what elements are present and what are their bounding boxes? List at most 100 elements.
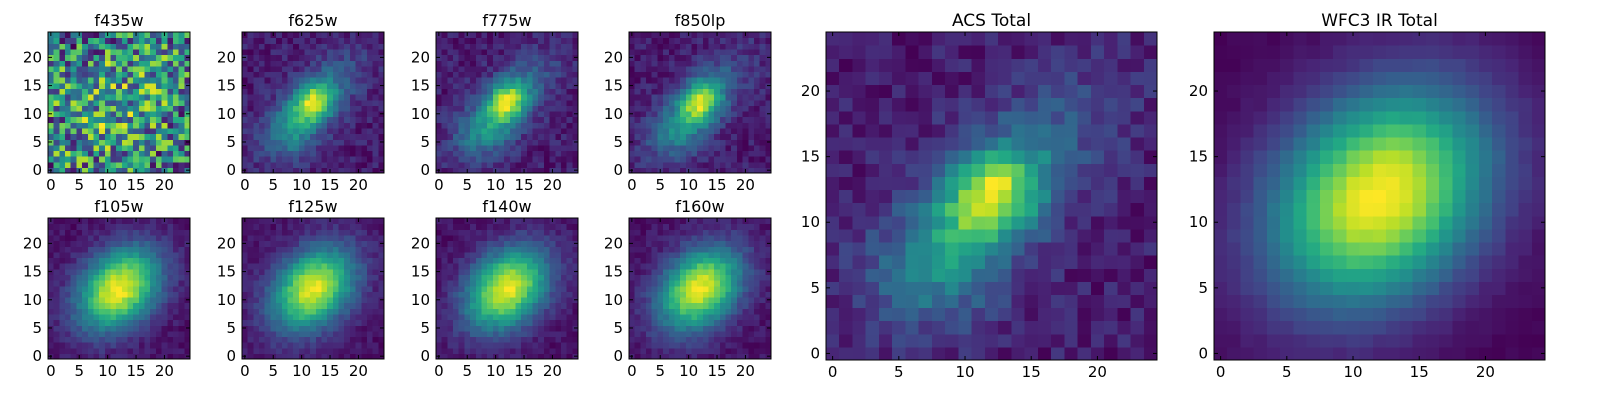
heatmap-cell: [905, 71, 920, 86]
heatmap-cell: [361, 65, 368, 73]
heatmap-cell: [509, 65, 517, 73]
heatmap-cell: [1090, 58, 1105, 72]
y-tick-label: 5: [32, 133, 42, 151]
heatmap-cell: [155, 246, 163, 253]
heatmap-cell: [436, 144, 443, 152]
heatmap-cell: [1266, 281, 1281, 295]
heatmap-cell: [1439, 176, 1453, 191]
heatmap-cell: [172, 285, 180, 292]
heatmap-cell: [566, 122, 573, 129]
heatmap-cell: [287, 105, 294, 112]
heatmap-cell: [1117, 71, 1132, 86]
heatmap-cell: [259, 116, 266, 123]
heatmap-cell: [1143, 97, 1158, 112]
heatmap-cell: [560, 127, 568, 135]
heatmap-cell: [1425, 58, 1440, 72]
heatmap-cell: [172, 268, 180, 275]
heatmap-cell: [498, 82, 505, 89]
heatmap-cell: [144, 88, 151, 95]
heatmap-cell: [355, 285, 362, 292]
heatmap-cell: [674, 99, 681, 106]
heatmap-cell: [70, 37, 77, 44]
x-tick-label: 20: [1476, 363, 1495, 381]
heatmap-cell: [82, 302, 89, 309]
heatmap-cell: [708, 48, 715, 56]
heatmap-cell: [93, 48, 100, 56]
heatmap-cell: [852, 215, 867, 230]
heatmap-cell: [144, 37, 151, 44]
heatmap-cell: [1478, 45, 1493, 59]
heatmap-cell: [361, 54, 368, 61]
heatmap-cell: [447, 77, 454, 84]
heatmap-cell: [332, 122, 340, 129]
heatmap-cell: [332, 342, 340, 349]
heatmap-cell: [640, 105, 647, 112]
heatmap-cell: [70, 280, 77, 287]
heatmap-cell: [1214, 268, 1228, 282]
heatmap-cell: [1253, 346, 1268, 361]
heatmap-cell: [702, 161, 710, 168]
heatmap-cell: [99, 82, 106, 89]
heatmap-cell: [447, 65, 454, 73]
heatmap-cell: [287, 144, 294, 152]
heatmap-cell: [532, 167, 539, 174]
heatmap-cell: [691, 99, 698, 106]
y-tick-label: 20: [23, 48, 42, 66]
heatmap-cell: [1117, 268, 1132, 282]
heatmap-cell: [714, 60, 721, 67]
heatmap-cell: [532, 156, 539, 163]
heatmap-cell: [931, 176, 946, 191]
heatmap-cell: [1130, 281, 1145, 295]
heatmap-cell: [310, 99, 317, 106]
heatmap-cell: [1090, 346, 1105, 361]
heatmap-cell: [150, 161, 157, 168]
heatmap-cell: [526, 43, 534, 50]
heatmap-cell: [310, 285, 317, 292]
heatmap-cell: [458, 71, 465, 78]
heatmap-cell: [1064, 136, 1079, 151]
heatmap-cell: [281, 77, 289, 84]
heatmap-cell: [521, 116, 528, 123]
heatmap-cell: [167, 330, 174, 338]
heatmap-cell: [150, 353, 157, 360]
heatmap-cell: [543, 122, 551, 129]
heatmap-cell: [264, 127, 271, 135]
heatmap-cell: [839, 333, 854, 348]
heatmap-cell: [971, 333, 986, 348]
heatmap-cell: [327, 110, 334, 118]
heatmap-cell: [1518, 307, 1533, 322]
heatmap-cell: [447, 167, 454, 174]
heatmap-cell: [104, 336, 112, 343]
heatmap-cell: [1346, 163, 1361, 177]
heatmap-cell: [338, 133, 345, 140]
heatmap-cell: [65, 94, 72, 101]
heatmap-cell: [509, 43, 517, 50]
heatmap-cell: [532, 116, 539, 123]
heatmap-cell: [310, 139, 317, 146]
heatmap-cell: [178, 246, 185, 253]
heatmap-cell: [765, 156, 772, 163]
heatmap-cell: [1037, 45, 1052, 59]
heatmap-cell: [719, 116, 727, 123]
heatmap-cell: [82, 325, 89, 332]
heatmap-cell: [178, 313, 185, 321]
heatmap-cell: [116, 296, 123, 304]
heatmap-cell: [321, 43, 328, 50]
heatmap-cell: [127, 133, 134, 140]
heatmap-cell: [372, 285, 379, 292]
heatmap-cell: [878, 241, 893, 256]
heatmap-cell: [99, 347, 106, 354]
heatmap-cell: [748, 54, 755, 61]
heatmap-cell: [998, 255, 1012, 269]
heatmap-cell: [1104, 71, 1118, 86]
heatmap-cell: [247, 268, 254, 275]
y-tick-label: 15: [1189, 148, 1208, 166]
heatmap-cell: [138, 150, 146, 157]
heatmap-cell: [526, 150, 534, 157]
heatmap-cell: [1425, 32, 1440, 46]
heatmap-cell: [526, 60, 534, 67]
heatmap-cell: [327, 60, 334, 67]
heatmap-cell: [264, 302, 271, 309]
heatmap-cell: [892, 123, 907, 138]
heatmap-cell: [184, 347, 191, 354]
